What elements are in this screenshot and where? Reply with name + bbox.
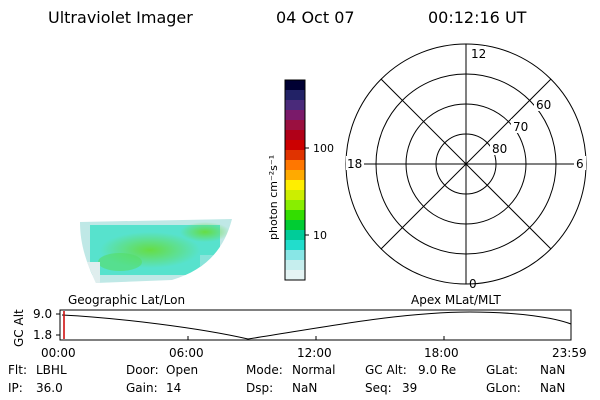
mlt-label-left: 18 [347,157,362,171]
x-tick-label-1200: 12:00 [297,346,332,360]
instrument-title: Ultraviolet Imager [48,8,193,27]
y-tick-label-high: 9.0 [33,307,52,321]
status-gain-value: 14 [166,381,182,395]
status-dsp-value: NaN [292,381,318,395]
lat-label-60: 60 [536,98,551,112]
x-tick-label-0000: 00:00 [41,346,76,360]
colorbar-segment [285,170,305,181]
colorbar-segment [285,190,305,201]
status-glat-value: NaN [540,363,566,377]
colorbar-segment [285,100,305,111]
status-gcalt-value: 9.0 Re [418,363,457,377]
colorbar-segment [285,110,305,121]
x-tick-label-1800: 18:00 [424,346,459,360]
status-door-value: Open [166,363,199,377]
altitude-plot-frame [59,309,572,341]
colorbar-frame [284,79,306,281]
polar-panel-label: Apex MLat/MLT [411,293,501,307]
polar-diagonal-2 [380,78,552,250]
mlt-label-right: 6 [576,157,584,171]
colorbar-segment [285,160,305,171]
status-seq-key: Seq: [365,381,392,395]
colorbar-tick-label-100: 100 [313,142,334,155]
colorbar-segment [285,180,305,191]
status-gcalt-key: GC Alt: [365,363,407,377]
colorbar-unit-label: photon cm⁻²s⁻¹ [267,155,280,240]
colorbar-segment [285,240,305,251]
status-mode-key: Mode: [246,363,283,377]
status-ip-key: IP: [8,381,23,395]
status-glon-value: NaN [540,381,566,395]
polar-plot [345,43,587,285]
colorbar-segment [285,270,305,281]
colorbar-segment [285,120,305,131]
status-glon-key: GLon: [486,381,521,395]
geographic-image [80,219,232,283]
x-tick-label-2359: 23:59 [552,346,587,360]
lat-label-80: 80 [492,142,507,156]
colorbar-segment [285,90,305,101]
colorbar [285,80,305,281]
status-ip-value: 36.0 [36,381,63,395]
status-dsp-key: Dsp: [246,381,274,395]
colorbar-segment [285,210,305,221]
colorbar-segment [285,150,305,161]
colorbar-segment [285,230,305,241]
status-seq-value: 39 [402,381,418,395]
map-panel-label: Geographic Lat/Lon [68,293,185,307]
mlt-label-top: 12 [471,47,486,61]
status-flt-value: LBHL [36,363,67,377]
time-label: 00:12:16 UT [428,8,527,27]
status-flt-key: Flt: [8,363,27,377]
date-label: 04 Oct 07 [276,8,355,27]
status-glat-key: GLat: [486,363,519,377]
status-gain-key: Gain: [126,381,158,395]
colorbar-tick-label-10: 10 [313,229,327,242]
colorbar-segment [285,250,305,261]
y-tick-label-low: 1.8 [33,328,52,342]
colorbar-segment [285,200,305,211]
colorbar-segment [285,260,305,271]
mlt-label-bottom: 0 [469,277,477,291]
altitude-ylabel: GC Alt [12,309,26,347]
colorbar-segment [285,220,305,231]
colorbar-segment [285,80,305,91]
status-door-key: Door: [126,363,159,377]
altitude-trace [61,311,572,340]
colorbar-segment [285,130,305,141]
lat-label-70: 70 [513,120,528,134]
x-tick-label-0600: 06:00 [169,346,204,360]
altitude-plot [56,309,572,341]
status-mode-value: Normal [292,363,336,377]
colorbar-segment [285,140,305,151]
